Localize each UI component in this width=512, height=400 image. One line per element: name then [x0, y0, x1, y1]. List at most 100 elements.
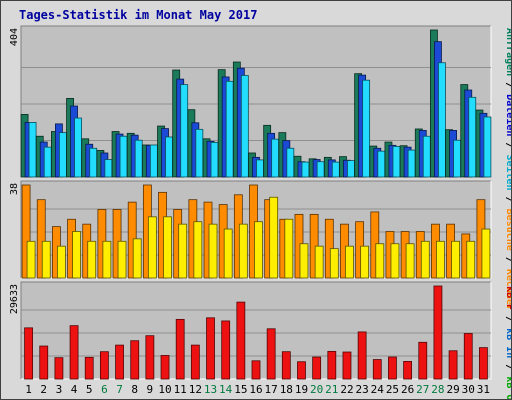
x-tick-label: 24: [371, 383, 385, 396]
bar-rechner-day-29: [451, 240, 460, 279]
bar-kbf-day-31: [479, 347, 488, 380]
x-tick-label: 25: [386, 383, 399, 396]
bar-rechner-day-18: [284, 218, 294, 279]
bar-kbf-day-17: [266, 328, 276, 380]
bar-kbf-day-12: [190, 344, 200, 380]
legend-part: Dateien: [504, 94, 511, 136]
bar-kbf-day-7: [115, 344, 124, 380]
bar-seiten-day-25: [392, 146, 401, 178]
bar-kbf-day-25: [388, 356, 397, 380]
bar-kbf-day-29: [448, 350, 458, 380]
x-tick-label: 15: [234, 383, 247, 396]
bar-kbf-day-9: [145, 335, 155, 380]
x-tick-label: 11: [174, 383, 187, 396]
bar-rechner-day-5: [87, 240, 97, 279]
legend-part: Besuche: [504, 209, 511, 251]
legend-top: Anfragen / Dateien / Seiten / Besuche / …: [504, 28, 511, 311]
bar-seiten-day-24: [377, 150, 386, 178]
bar-kbf-day-11: [175, 318, 185, 380]
bar-rechner-day-19: [299, 243, 309, 279]
x-tick-label: 12: [189, 383, 202, 396]
x-tick-label: 4: [71, 383, 78, 396]
bar-kbf-day-24: [372, 359, 382, 380]
bar-rechner-day-13: [208, 223, 218, 279]
bar-kbf-day-22: [342, 351, 352, 380]
x-tick-label: 19: [295, 383, 308, 396]
bar-rechner-day-17: [269, 196, 279, 279]
bar-seiten-day-1: [28, 122, 37, 178]
x-tick-label: 18: [280, 383, 293, 396]
x-tick-label: 30: [462, 383, 475, 396]
legend-part: Seiten: [504, 154, 511, 190]
bar-seiten-day-30: [468, 96, 477, 178]
x-tick-label: 9: [147, 383, 154, 396]
panel-bottom: 29633: [9, 281, 492, 380]
bar-seiten-day-7: [119, 135, 128, 178]
bar-rechner-day-4: [72, 231, 81, 279]
bar-seiten-day-11: [180, 84, 189, 178]
bar-seiten-day-15: [240, 75, 249, 178]
panel-border-dark: [20, 281, 491, 379]
bar-rechner-day-25: [390, 243, 400, 279]
x-tick-label: 20: [310, 383, 323, 396]
bar-rechner-day-7: [117, 240, 127, 279]
bar-rechner-day-3: [57, 245, 66, 279]
bar-kbf-day-3: [54, 357, 64, 380]
legend-part: /: [504, 310, 511, 328]
bar-kbf-day-6: [99, 351, 109, 380]
bar-seiten-day-4: [74, 117, 82, 178]
bar-kbf-day-28: [433, 285, 443, 380]
bar-rechner-day-15: [238, 223, 248, 279]
x-tick-label: 5: [86, 383, 93, 396]
bar-rechner-day-6: [102, 240, 112, 279]
bar-rechner-day-27: [420, 240, 430, 279]
bar-rechner-day-20: [314, 245, 324, 279]
bar-rechner-day-30: [466, 240, 476, 279]
bar-rechner-day-22: [345, 245, 354, 279]
bar-kbf-day-26: [403, 361, 413, 380]
x-tick-label: 27: [416, 383, 429, 396]
bar-rechner-day-31: [481, 228, 491, 279]
bar-kbf-day-14: [221, 320, 231, 380]
bar-kbf-day-18: [281, 351, 291, 380]
bar-seiten-day-6: [104, 159, 113, 178]
legend-part: kB Out: [504, 376, 511, 399]
bar-seiten-day-3: [59, 132, 67, 178]
bar-kbf-day-30: [463, 333, 473, 380]
x-tick-label: 14: [219, 383, 233, 396]
legend-part: /: [504, 76, 511, 94]
legend-part: Anfragen: [504, 28, 511, 76]
bar-seiten-day-19: [301, 161, 310, 178]
bar-seiten-day-5: [89, 147, 98, 178]
bar-rechner-day-14: [223, 228, 233, 279]
bar-seiten-day-13: [210, 142, 219, 178]
x-tick-label: 1: [25, 383, 32, 396]
legend-part: Rechner: [504, 269, 511, 311]
bar-rechner-day-10: [163, 216, 172, 279]
bar-kbf-day-21: [327, 350, 337, 380]
bar-kbf-day-5: [84, 356, 94, 380]
bar-seiten-day-31: [483, 116, 492, 178]
x-tick-label: 3: [56, 383, 63, 396]
bar-seiten-day-26: [407, 149, 416, 178]
legend-part: /: [504, 136, 511, 154]
bar-seiten-day-28: [438, 62, 446, 178]
bar-kbf-day-19: [297, 361, 306, 380]
bar-seiten-day-21: [331, 161, 340, 178]
y-max-label: 38: [9, 183, 20, 195]
bar-besuche-day-2: [36, 199, 46, 279]
legend-part: /: [504, 358, 511, 376]
x-tick-label: 21: [325, 383, 338, 396]
x-tick-label: 7: [116, 383, 123, 396]
bar-seiten-day-8: [134, 139, 143, 178]
x-tick-label: 10: [158, 383, 171, 396]
x-tick-label: 6: [101, 383, 108, 396]
bar-seiten-day-12: [195, 128, 204, 178]
bar-rechner-day-11: [178, 223, 188, 279]
x-tick-label: 13: [204, 383, 217, 396]
bar-kbf-day-1: [24, 327, 33, 380]
legend-part: kB F: [504, 286, 511, 310]
bar-seiten-day-20: [316, 161, 325, 178]
x-tick-label: 29: [446, 383, 459, 396]
